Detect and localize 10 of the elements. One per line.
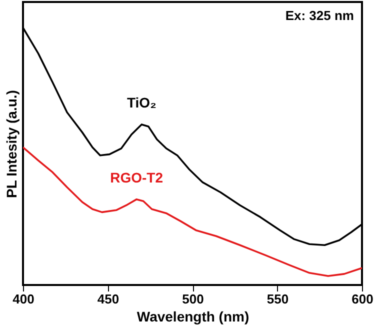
x-tick-label: 600 (352, 292, 374, 306)
series-label: RGO-T2 (110, 169, 164, 186)
series-label: TiO₂ (126, 94, 156, 110)
text: Ex: 325 nm (285, 8, 354, 23)
x-tick-label: 400 (12, 292, 34, 306)
x-tick-label: 500 (182, 292, 204, 306)
x-tick-label: 450 (97, 292, 120, 306)
y-axis-title: PL Intesity (a.u.) (4, 90, 20, 198)
x-axis-title: Wavelength (nm) (136, 308, 250, 324)
x-tick-label: 550 (266, 292, 289, 306)
